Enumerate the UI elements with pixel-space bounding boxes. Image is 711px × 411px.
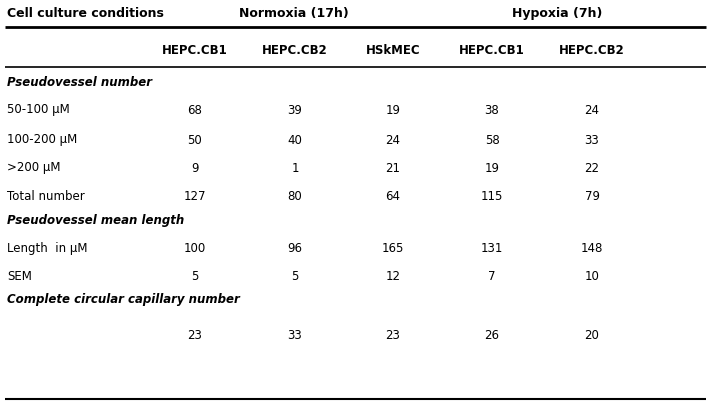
Text: 12: 12 <box>385 270 400 282</box>
Text: Pseudovessel mean length: Pseudovessel mean length <box>7 213 184 226</box>
Text: 26: 26 <box>484 328 500 342</box>
Text: 19: 19 <box>385 104 400 116</box>
Text: 10: 10 <box>584 270 599 282</box>
Text: SEM: SEM <box>7 270 32 282</box>
Text: Cell culture conditions: Cell culture conditions <box>7 7 164 21</box>
Text: Length  in μM: Length in μM <box>7 242 87 254</box>
Text: 19: 19 <box>484 162 500 175</box>
Text: 24: 24 <box>584 104 599 116</box>
Text: HEPC.CB2: HEPC.CB2 <box>262 44 328 56</box>
Text: 50-100 μM: 50-100 μM <box>7 104 70 116</box>
Text: 38: 38 <box>485 104 499 116</box>
Text: 33: 33 <box>288 328 302 342</box>
Text: 9: 9 <box>191 162 199 175</box>
Text: 7: 7 <box>488 270 496 282</box>
Text: 115: 115 <box>481 191 503 203</box>
Text: 5: 5 <box>292 270 299 282</box>
Text: Pseudovessel number: Pseudovessel number <box>7 76 152 88</box>
Text: Hypoxia (7h): Hypoxia (7h) <box>512 7 602 21</box>
Text: 50: 50 <box>188 134 203 146</box>
Text: 58: 58 <box>485 134 499 146</box>
Text: 64: 64 <box>385 191 400 203</box>
Text: 33: 33 <box>584 134 599 146</box>
Text: 24: 24 <box>385 134 400 146</box>
Text: HEPC.CB1: HEPC.CB1 <box>162 44 228 56</box>
Text: 131: 131 <box>481 242 503 254</box>
Text: HEPC.CB1: HEPC.CB1 <box>459 44 525 56</box>
Text: 23: 23 <box>385 328 400 342</box>
Text: 80: 80 <box>288 191 302 203</box>
Text: 100-200 μM: 100-200 μM <box>7 134 77 146</box>
Text: 1: 1 <box>292 162 299 175</box>
Text: 22: 22 <box>584 162 599 175</box>
Text: 100: 100 <box>184 242 206 254</box>
Text: Normoxia (17h): Normoxia (17h) <box>239 7 349 21</box>
Text: 96: 96 <box>287 242 302 254</box>
Text: 127: 127 <box>183 191 206 203</box>
Text: HEPC.CB2: HEPC.CB2 <box>559 44 625 56</box>
Text: 68: 68 <box>188 104 203 116</box>
Text: HSkMEC: HSkMEC <box>365 44 420 56</box>
Text: 23: 23 <box>188 328 203 342</box>
Text: 39: 39 <box>287 104 302 116</box>
Text: Complete circular capillary number: Complete circular capillary number <box>7 293 240 307</box>
Text: 148: 148 <box>581 242 603 254</box>
Text: Total number: Total number <box>7 191 85 203</box>
Text: >200 μM: >200 μM <box>7 162 60 175</box>
Text: 165: 165 <box>382 242 404 254</box>
Text: 5: 5 <box>191 270 198 282</box>
Text: 79: 79 <box>584 191 599 203</box>
Text: 21: 21 <box>385 162 400 175</box>
Text: 20: 20 <box>584 328 599 342</box>
Text: 40: 40 <box>287 134 302 146</box>
